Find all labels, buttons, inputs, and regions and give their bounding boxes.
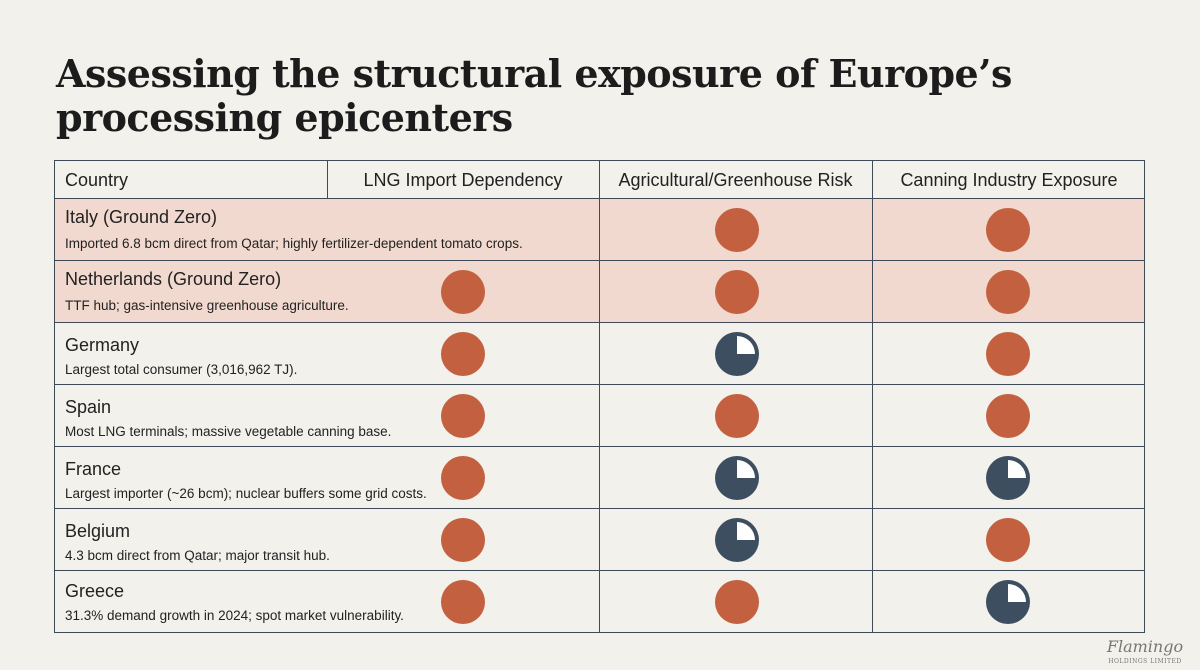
agri-mark-full [715, 208, 759, 252]
country-description: TTF hub; gas-intensive greenhouse agricu… [65, 298, 349, 313]
country-description: 31.3% demand growth in 2024; spot market… [65, 608, 404, 623]
canning-mark-full [986, 270, 1030, 314]
agri-mark-quarter [715, 456, 759, 500]
canning-mark-quarter [986, 456, 1030, 500]
lng-mark-full [441, 270, 485, 314]
canning-mark-full [986, 394, 1030, 438]
grid-line [872, 161, 873, 632]
column-header-lng: LNG Import Dependency [363, 170, 563, 190]
lng-mark-full [441, 332, 485, 376]
agri-mark-quarter [715, 518, 759, 562]
country-description: 4.3 bcm direct from Qatar; major transit… [65, 548, 330, 563]
column-header-canning: Canning Industry Exposure [900, 170, 1118, 190]
canning-mark-full [986, 332, 1030, 376]
country-description: Largest importer (~26 bcm); nuclear buff… [65, 486, 427, 501]
column-header-country: Country [65, 170, 129, 190]
country-name: France [65, 459, 122, 479]
country-description: Largest total consumer (3,016,962 TJ). [65, 362, 298, 377]
column-header-agri: Agricultural/Greenhouse Risk [618, 170, 853, 190]
country-name: Belgium [65, 521, 131, 541]
grid-line [599, 161, 600, 632]
logo-subtitle: HOLDINGS LIMITED [1108, 658, 1182, 665]
page-title: Assessing the structural exposure of Eur… [56, 51, 1012, 140]
agri-mark-full [715, 270, 759, 314]
grid-line [327, 161, 328, 199]
country-name: Germany [65, 335, 140, 355]
country-name: Netherlands (Ground Zero) [65, 269, 282, 289]
company-logo: Flamingo HOLDINGS LIMITED [1100, 636, 1190, 670]
lng-mark-full [441, 518, 485, 562]
agri-mark-full [715, 394, 759, 438]
exposure-table: Country LNG Import Dependency Agricultur… [54, 160, 1145, 633]
canning-mark-full [986, 518, 1030, 562]
lng-mark-full [441, 580, 485, 624]
country-name: Greece [65, 581, 125, 601]
country-name: Spain [65, 397, 112, 417]
canning-mark-quarter [986, 580, 1030, 624]
agri-mark-quarter [715, 332, 759, 376]
logo-script: Flamingo [1106, 637, 1184, 656]
country-name: Italy (Ground Zero) [65, 207, 218, 227]
agri-mark-full [715, 580, 759, 624]
country-description: Most LNG terminals; massive vegetable ca… [65, 424, 392, 439]
lng-mark-full [441, 394, 485, 438]
canning-mark-full [986, 208, 1030, 252]
country-description: Imported 6.8 bcm direct from Qatar; high… [65, 236, 523, 251]
lng-mark-full [441, 456, 485, 500]
